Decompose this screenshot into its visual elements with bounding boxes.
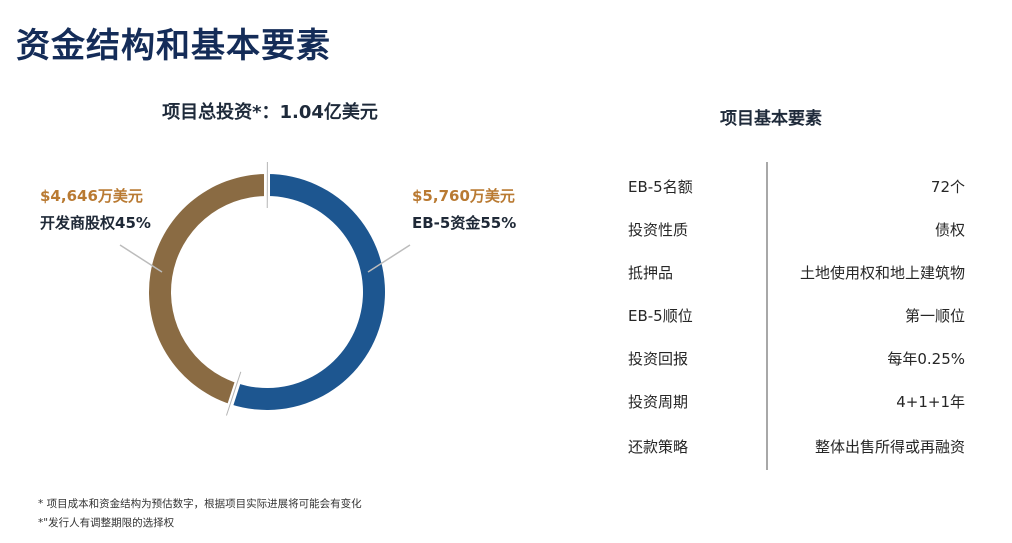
table-row: 投资性质 债权	[620, 219, 970, 243]
row-key: 抵押品	[628, 264, 674, 282]
row-key: 投资回报	[628, 350, 689, 368]
row-key: EB-5顺位	[628, 307, 693, 325]
row-value: 土地使用权和地上建筑物	[799, 264, 965, 282]
chart-title: 项目总投资*：1.04亿美元	[162, 102, 378, 123]
row-value: 第一顺位	[904, 307, 965, 325]
row-key: 投资性质	[628, 221, 689, 239]
row-value: 债权	[934, 221, 965, 239]
footnote-1: * 项目成本和资金结构为预估数字，根据项目实际进展将可能会有变化	[38, 498, 362, 510]
developer-amount-label: $4,646万美元	[40, 187, 143, 205]
footnote-2: *"发行人有调整期限的选择权	[38, 517, 175, 529]
row-value: 4+1+1年	[896, 393, 965, 411]
row-key: EB-5名额	[628, 178, 693, 196]
panel-divider	[766, 162, 768, 470]
eb5-share-label: EB-5资金55%	[412, 214, 517, 232]
leader-line-eb5	[367, 244, 411, 273]
eb5-amount-label: $5,760万美元	[412, 187, 515, 205]
slice-eb5	[230, 174, 386, 410]
table-row: 投资回报 每年0.25%	[620, 348, 970, 372]
page-title: 资金结构和基本要素	[16, 26, 331, 66]
row-value: 72个	[930, 178, 965, 196]
donut-chart	[119, 160, 411, 419]
row-value: 整体出售所得或再融资	[814, 438, 965, 456]
slice-developer	[149, 174, 267, 405]
row-key: 投资周期	[628, 393, 689, 411]
leader-line-developer	[119, 244, 163, 273]
table-row: EB-5名额 72个	[620, 176, 970, 200]
table-row: 投资周期 4+1+1年	[620, 391, 970, 415]
row-value: 每年0.25%	[887, 350, 965, 368]
table-row: 抵押品 土地使用权和地上建筑物	[620, 262, 970, 286]
slice-gap-tick	[225, 371, 242, 416]
panel-title: 项目基本要素	[720, 109, 822, 129]
table-row: 还款策略 整体出售所得或再融资	[620, 436, 970, 460]
table-row: EB-5顺位 第一顺位	[620, 305, 970, 329]
row-key: 还款策略	[628, 438, 689, 456]
developer-share-label: 开发商股权45%	[40, 214, 151, 232]
